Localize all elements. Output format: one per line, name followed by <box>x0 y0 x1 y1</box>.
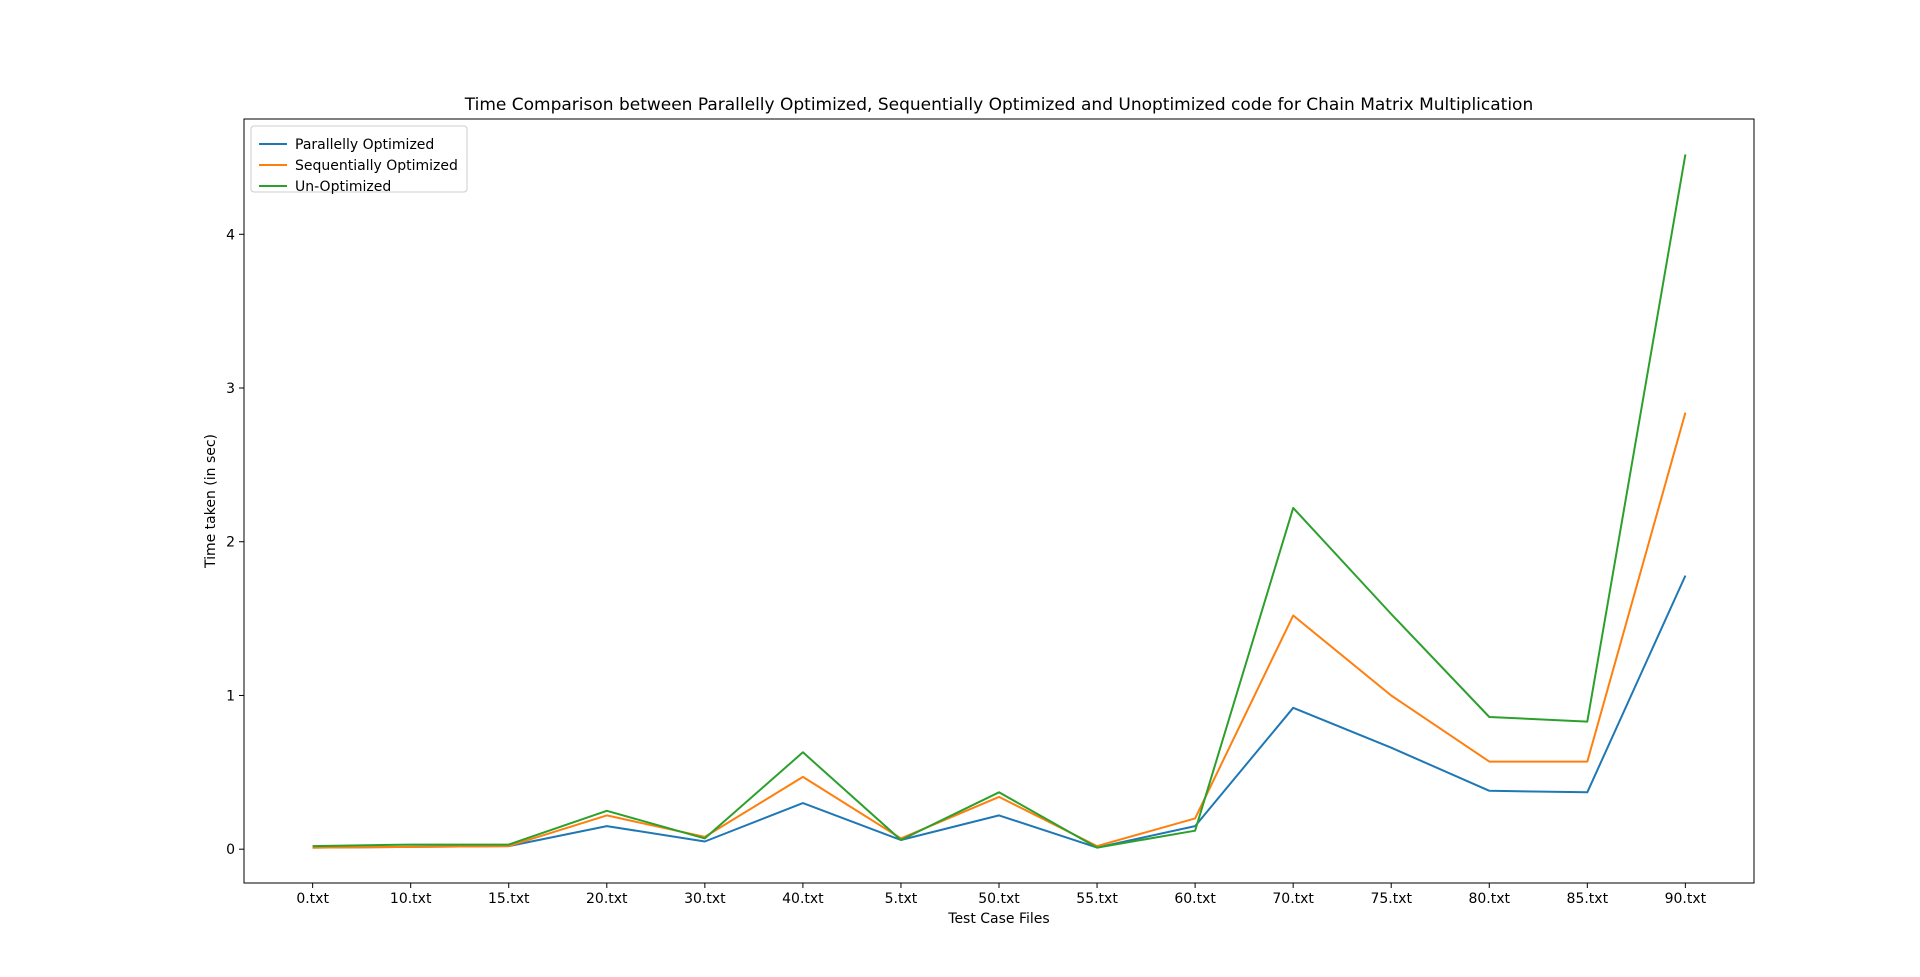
x-tick-label: 55.txt <box>1076 891 1118 907</box>
x-tick-label: 15.txt <box>488 891 530 907</box>
y-tick-label: 0 <box>226 842 235 858</box>
y-tick-label: 1 <box>226 688 235 704</box>
x-tick-label: 5.txt <box>885 891 918 907</box>
y-tick-label: 2 <box>226 535 235 551</box>
series-line-sequentially-optimized <box>312 412 1687 849</box>
x-tick-label: 75.txt <box>1370 891 1412 907</box>
legend-label: Sequentially Optimized <box>295 158 458 174</box>
x-axis-ticks: 0.txt 10.txt 15.txt 20.txt 30.txt 40.txt 5.txt… <box>296 883 1707 907</box>
x-tick-label: 85.txt <box>1567 891 1609 907</box>
x-tick-label: 0.txt <box>296 891 329 907</box>
x-tick-label: 10.txt <box>390 891 432 907</box>
x-tick-label: 90.txt <box>1665 891 1707 907</box>
y-tick-label: 4 <box>226 227 235 243</box>
x-tick-label: 40.txt <box>782 891 824 907</box>
legend-label: Un-Optimized <box>295 179 391 195</box>
x-tick-label: 20.txt <box>586 891 628 907</box>
y-tick-label: 3 <box>226 381 235 397</box>
x-axis-label: Test Case Files <box>947 911 1049 927</box>
x-tick-label: 80.txt <box>1468 891 1510 907</box>
legend-box <box>250 125 468 193</box>
x-tick-label: 70.txt <box>1272 891 1314 907</box>
legend: Parallelly Optimized Sequentially Optimiz… <box>250 125 468 195</box>
series-line-parallelly-optimized <box>312 575 1687 849</box>
series-line-un-optimized <box>312 154 1687 849</box>
chart-title: Time Comparison between Parallelly Optim… <box>464 95 1534 115</box>
plot-area: 0.txt 10.txt 15.txt 20.txt 30.txt 40.txt 5.txt… <box>226 118 1755 907</box>
x-tick-label: 50.txt <box>978 891 1020 907</box>
x-tick-label: 60.txt <box>1174 891 1216 907</box>
axes-frame <box>243 118 1755 884</box>
x-tick-label: 30.txt <box>684 891 726 907</box>
legend-label: Parallelly Optimized <box>295 137 434 153</box>
y-axis-label: Time taken (in sec) <box>203 434 219 569</box>
y-axis-ticks: 0 1 2 3 4 <box>226 227 244 858</box>
series-lines <box>312 154 1687 849</box>
